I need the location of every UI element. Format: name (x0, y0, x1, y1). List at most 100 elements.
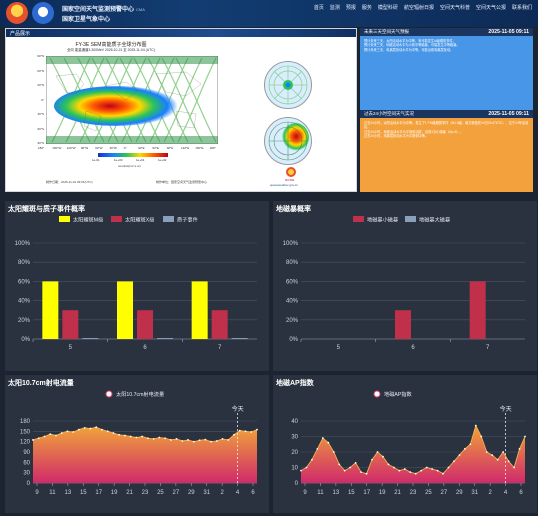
data-point[interactable] (327, 441, 330, 444)
data-point[interactable] (469, 443, 472, 446)
data-point[interactable] (66, 430, 69, 433)
legend-label[interactable]: 地磁暴大磁暴 (419, 216, 450, 224)
nav-item-forecast[interactable]: 预报 (345, 5, 356, 11)
data-point[interactable] (300, 469, 302, 472)
data-point[interactable] (72, 431, 75, 433)
bar[interactable] (62, 310, 79, 339)
nssc-logo-icon[interactable] (32, 2, 54, 24)
data-point[interactable] (496, 458, 499, 461)
past24h-card[interactable]: 过去24小时空间天气实况 2025-11-05 09:11 过去24小时，太阳活… (360, 110, 533, 192)
legend-label[interactable]: 太阳耀斑M级 (73, 216, 103, 224)
legend-label[interactable]: 太阳耀斑X级 (125, 216, 154, 224)
data-point[interactable] (89, 427, 92, 430)
nav-item-research[interactable]: 模型科研 (377, 5, 398, 11)
data-point[interactable] (123, 434, 126, 437)
data-point[interactable] (332, 451, 335, 453)
nav-item-aviation[interactable]: 航空辐射日报 (403, 5, 434, 11)
proton-map[interactable] (45, 55, 219, 145)
data-point[interactable] (164, 437, 167, 440)
data-point[interactable] (305, 466, 308, 469)
legend-swatch[interactable] (353, 216, 364, 222)
data-point[interactable] (175, 438, 178, 440)
legend-label[interactable]: 地磁暴小磁暴 (367, 216, 398, 224)
data-point[interactable] (49, 433, 52, 435)
data-point[interactable] (382, 455, 384, 458)
legend-marker[interactable] (373, 390, 381, 398)
data-point[interactable] (244, 430, 247, 433)
data-point[interactable] (458, 454, 461, 456)
data-point[interactable] (398, 469, 401, 472)
nav-item-bulletin[interactable]: 空间天气公报 (475, 5, 506, 11)
bar[interactable] (395, 310, 411, 339)
data-point[interactable] (135, 436, 138, 439)
data-point[interactable] (152, 438, 155, 440)
legend-swatch[interactable] (405, 216, 416, 222)
nav-item-science[interactable]: 空间天气科普 (439, 5, 470, 11)
data-point[interactable] (227, 439, 230, 441)
data-point[interactable] (338, 463, 341, 466)
bar[interactable] (157, 338, 173, 339)
data-point[interactable] (409, 471, 412, 474)
data-point[interactable] (524, 435, 526, 438)
bar[interactable] (231, 338, 248, 339)
data-point[interactable] (238, 429, 241, 432)
data-point[interactable] (447, 466, 450, 469)
data-point[interactable] (169, 439, 172, 441)
data-point[interactable] (431, 468, 434, 470)
data-point[interactable] (129, 435, 132, 438)
legend-swatch[interactable] (111, 216, 122, 222)
data-point[interactable] (43, 435, 46, 438)
data-point[interactable] (256, 428, 258, 431)
data-point[interactable] (387, 463, 390, 466)
data-point[interactable] (392, 466, 395, 469)
data-point[interactable] (78, 428, 80, 431)
ap-chart[interactable]: 地磁AP指数 0 10 20 30 40 9 11 13 15 17 19 21 23 25 27 29 31 2 4… (273, 375, 537, 513)
legend-marker[interactable] (105, 390, 113, 398)
data-point[interactable] (453, 460, 455, 463)
data-point[interactable] (250, 431, 253, 433)
data-point[interactable] (425, 466, 428, 469)
legend-swatch[interactable] (163, 216, 174, 222)
data-point[interactable] (485, 451, 488, 453)
data-point[interactable] (403, 468, 406, 470)
legend-label[interactable]: 地磁AP指数 (384, 390, 412, 398)
bar[interactable] (469, 281, 486, 339)
data-point[interactable] (83, 426, 86, 429)
bar[interactable] (42, 281, 59, 339)
cma-logo-icon[interactable] (6, 2, 28, 24)
data-point[interactable] (502, 451, 505, 453)
data-point[interactable] (158, 436, 161, 439)
data-point[interactable] (436, 469, 439, 472)
storm-probability-chart[interactable]: 地磁暴小磁暴 地磁暴大磁暴 0% 20% 40% 60% 80% 100% 5 6 7 (273, 201, 537, 371)
data-point[interactable] (106, 430, 109, 433)
nav-item-monitor[interactable]: 监测 (329, 5, 340, 11)
data-point[interactable] (491, 454, 494, 456)
bar[interactable] (211, 310, 228, 339)
product-tab[interactable]: 产品展示 (6, 29, 356, 37)
data-point[interactable] (60, 432, 63, 434)
data-point[interactable] (221, 438, 224, 440)
nav-item-home[interactable]: 首页 (313, 5, 324, 11)
data-point[interactable] (343, 469, 346, 472)
data-point[interactable] (192, 440, 195, 443)
data-point[interactable] (513, 466, 515, 469)
data-point[interactable] (316, 448, 319, 450)
data-point[interactable] (420, 469, 423, 472)
series-area[interactable] (33, 427, 257, 483)
data-point[interactable] (204, 438, 207, 441)
data-point[interactable] (354, 461, 357, 464)
data-point[interactable] (95, 426, 98, 429)
data-point[interactable] (507, 460, 510, 463)
south-polar-map[interactable] (264, 117, 312, 165)
data-point[interactable] (32, 439, 34, 441)
f107-chart[interactable]: 太阳10.7cm射电流量 0 30 60 90 120 150 180 9 11 13 15 17 19 2… (5, 375, 269, 513)
data-point[interactable] (141, 435, 144, 438)
data-point[interactable] (37, 437, 40, 440)
data-point[interactable] (360, 471, 362, 474)
data-point[interactable] (518, 448, 521, 450)
series-area[interactable] (301, 425, 525, 483)
bar[interactable] (117, 281, 133, 339)
flare-probability-chart[interactable]: 太阳耀斑M级 太阳耀斑X级 质子事件 0% 20% 40% 60% 80% 100% 5 6 7 (5, 201, 269, 371)
bar[interactable] (191, 281, 208, 339)
data-point[interactable] (146, 437, 149, 440)
